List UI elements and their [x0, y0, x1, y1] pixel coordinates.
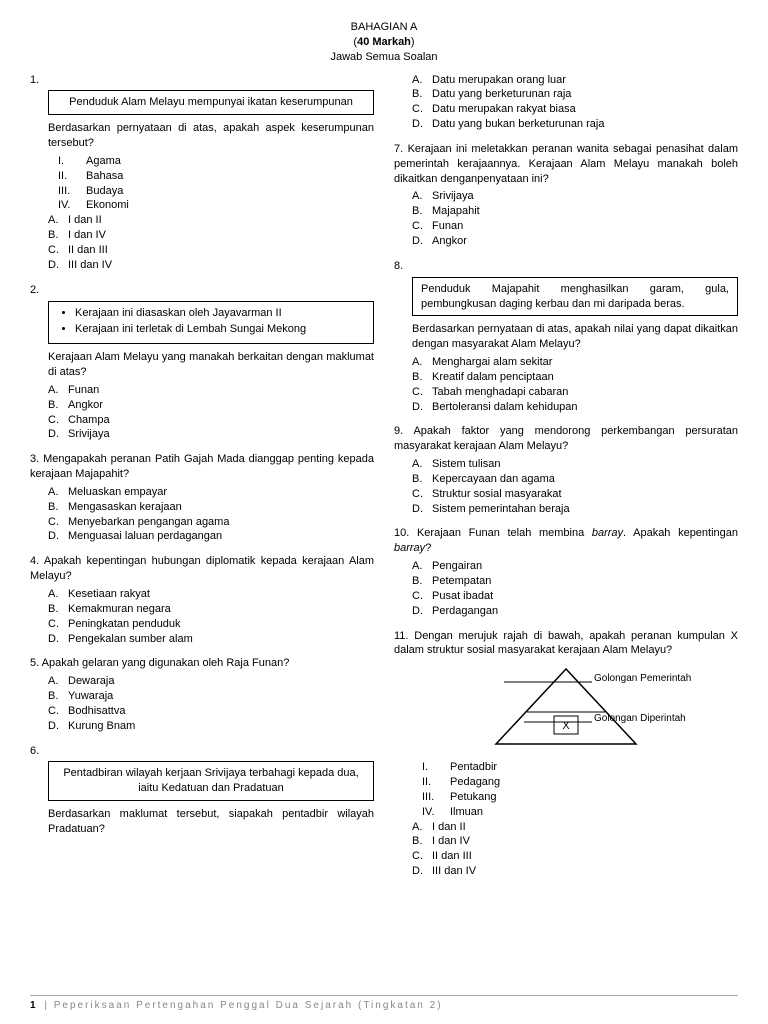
question-6: 6. Pentadbiran wilayah kerjaan Srivijaya… — [30, 744, 374, 837]
q11-roman-list: I.Pentadbir II.Pedagang III.Petukang IV.… — [422, 760, 738, 819]
q9-number: 9. — [394, 425, 403, 437]
q2-box: Kerajaan ini diasaskan oleh Jayavarman I… — [48, 301, 374, 345]
q3-number: 3. — [30, 453, 39, 465]
q4-options: A.Kesetiaan rakyat B.Kemakmuran negara C… — [48, 587, 374, 646]
q6-number: 6. — [30, 745, 39, 757]
question-2: 2. Kerajaan ini diasaskan oleh Jayavarma… — [30, 283, 374, 443]
q4-number: 4. — [30, 555, 39, 567]
right-column: A.Datu merupakan orang luar B.Datu yang … — [394, 73, 738, 889]
question-11: 11. Dengan merujuk rajah di bawah, apaka… — [394, 629, 738, 879]
q2-number: 2. — [30, 284, 39, 296]
q7-options: A.Srivijaya B.Majapahit C.Funan D.Angkor — [412, 189, 738, 248]
q8-stem: Berdasarkan pernyataan di atas, apakah n… — [412, 322, 738, 352]
q6-options: A.Datu merupakan orang luar B.Datu yang … — [412, 73, 738, 132]
q11-number: 11. — [394, 630, 408, 642]
question-5: 5. Apakah gelaran yang digunakan oleh Ra… — [30, 656, 374, 733]
q1-number: 1. — [30, 74, 39, 86]
q3-options: A.Meluaskan empayar B.Mengasaskan keraja… — [48, 485, 374, 544]
q2-options: A.Funan B.Angkor C.Champa D.Srivijaya — [48, 383, 374, 442]
question-7: 7. Kerajaan ini meletakkan peranan wanit… — [394, 142, 738, 249]
q8-number: 8. — [394, 260, 403, 272]
q2-stem: Kerajaan Alam Melayu yang manakah berkai… — [48, 350, 374, 380]
question-6-opts: A.Datu merupakan orang luar B.Datu yang … — [394, 73, 738, 132]
q10-number: 10. — [394, 527, 409, 539]
q1-options: A.I dan II B.I dan IV C.II dan III D.III… — [48, 213, 374, 272]
question-8: 8. Penduduk Majapahit menghasilkan garam… — [394, 259, 738, 415]
triangle-mid-label: Golongan Diperintah — [594, 712, 686, 726]
header-line-3: Jawab Semua Soalan — [30, 50, 738, 65]
q8-options: A.Menghargai alam sekitar B.Kreatif dala… — [412, 355, 738, 414]
q7-number: 7. — [394, 143, 403, 155]
q11-options: A.I dan II B.I dan IV C.II dan III D.III… — [412, 820, 738, 879]
q6-box: Pentadbiran wilayah kerjaan Srivijaya te… — [48, 761, 374, 801]
q5-options: A.Dewaraja B.Yuwaraja C.Bodhisattva D.Ku… — [48, 674, 374, 733]
q1-box: Penduduk Alam Melayu mempunyai ikatan ke… — [48, 90, 374, 115]
question-3: 3. Mengapakah peranan Patih Gajah Mada d… — [30, 452, 374, 544]
page-number: 1 — [30, 1000, 36, 1011]
q9-options: A.Sistem tulisan B.Kepercayaan dan agama… — [412, 457, 738, 516]
triangle-top-label: Golongan Pemerintah — [594, 672, 691, 686]
question-4: 4. Apakah kepentingan hubungan diplomati… — [30, 554, 374, 646]
q11-triangle-diagram: X Golongan Pemerintah Golongan Diperinta… — [394, 664, 738, 754]
footer-text: Peperiksaan Pertengahan Penggal Dua Seja… — [54, 1000, 443, 1011]
q10-options: A.Pengairan B.Petempatan C.Pusat ibadat … — [412, 559, 738, 618]
question-1: 1. Penduduk Alam Melayu mempunyai ikatan… — [30, 73, 374, 273]
header-line-1: BAHAGIAN A — [30, 20, 738, 35]
q8-box: Penduduk Majapahit menghasilkan garam, g… — [412, 277, 738, 317]
content-columns: 1. Penduduk Alam Melayu mempunyai ikatan… — [30, 73, 738, 889]
q5-number: 5. — [30, 657, 39, 669]
left-column: 1. Penduduk Alam Melayu mempunyai ikatan… — [30, 73, 374, 889]
section-header: BAHAGIAN A (40 Markah) Jawab Semua Soala… — [30, 20, 738, 65]
page-footer: 1 | Peperiksaan Pertengahan Penggal Dua … — [30, 995, 738, 1013]
header-line-2: (40 Markah) — [30, 35, 738, 50]
q1-roman-list: I.Agama II.Bahasa III.Budaya IV.Ekonomi — [58, 154, 374, 213]
question-10: 10. Kerajaan Funan telah membina barray.… — [394, 526, 738, 618]
q1-stem: Berdasarkan pernyataan di atas, apakah a… — [48, 121, 374, 151]
question-9: 9. Apakah faktor yang mendorong perkemba… — [394, 424, 738, 516]
q6-stem: Berdasarkan maklumat tersebut, siapakah … — [48, 807, 374, 837]
